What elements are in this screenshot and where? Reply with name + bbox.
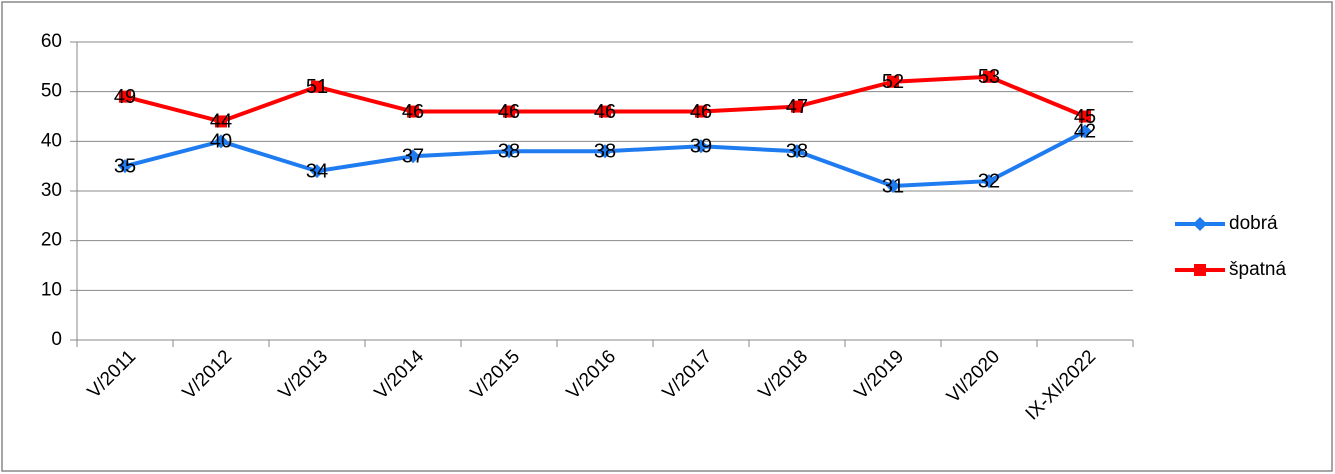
y-tick-label: 0 [51, 329, 62, 350]
data-label: 38 [594, 141, 616, 163]
data-label: 42 [1074, 121, 1096, 143]
series: 35 40 34 37 38 38 39 38 31 32 42 [114, 121, 1096, 198]
marker [982, 174, 996, 189]
marker [215, 115, 227, 128]
marker [598, 144, 612, 159]
y-tick-label: 50 [41, 81, 62, 102]
marker [695, 105, 707, 118]
marker [1079, 110, 1091, 123]
marker [599, 105, 611, 118]
y-tick-label: 60 [41, 31, 62, 52]
marker [119, 90, 131, 103]
marker [311, 80, 323, 93]
y-tick-label: 20 [41, 230, 62, 251]
data-label: 35 [114, 155, 136, 177]
marker [214, 134, 228, 149]
data-label: 40 [210, 131, 232, 153]
marker [886, 179, 900, 194]
data-label: 45 [1074, 106, 1096, 128]
data-label: 38 [498, 141, 520, 163]
legend-label: špatná [1229, 259, 1286, 280]
marker [983, 70, 995, 83]
series: 49 44 51 46 46 46 46 47 52 53 45 [114, 66, 1096, 133]
y-tick-label: 10 [41, 279, 62, 300]
data-label: 39 [690, 136, 712, 158]
y-tick-label: 30 [41, 180, 62, 201]
y-tick-label: 40 [41, 130, 62, 151]
marker [118, 159, 132, 174]
marker [694, 139, 708, 154]
data-label: 46 [402, 101, 424, 123]
data-label: 44 [210, 111, 232, 133]
marker [407, 105, 419, 118]
data-label: 53 [978, 66, 1000, 88]
data-label: 46 [594, 101, 616, 123]
marker [406, 149, 420, 164]
data-label: 46 [498, 101, 520, 123]
data-label: 49 [114, 86, 136, 108]
marker [887, 75, 899, 88]
data-label: 52 [882, 71, 904, 93]
marker [310, 164, 324, 179]
marker [790, 144, 804, 159]
legend-label: dobrá [1229, 213, 1278, 234]
marker [503, 105, 515, 118]
data-label: 31 [882, 175, 904, 197]
data-label: 46 [690, 101, 712, 123]
marker [1194, 264, 1206, 276]
data-label: 37 [402, 146, 424, 168]
data-label: 51 [306, 76, 328, 98]
marker [791, 100, 803, 113]
data-label: 32 [978, 170, 1000, 192]
data-label: 34 [306, 160, 328, 182]
marker [1193, 217, 1207, 231]
data-label: 38 [786, 141, 808, 163]
marker [1078, 124, 1092, 139]
data-label: 47 [786, 96, 808, 118]
marker [502, 144, 516, 159]
